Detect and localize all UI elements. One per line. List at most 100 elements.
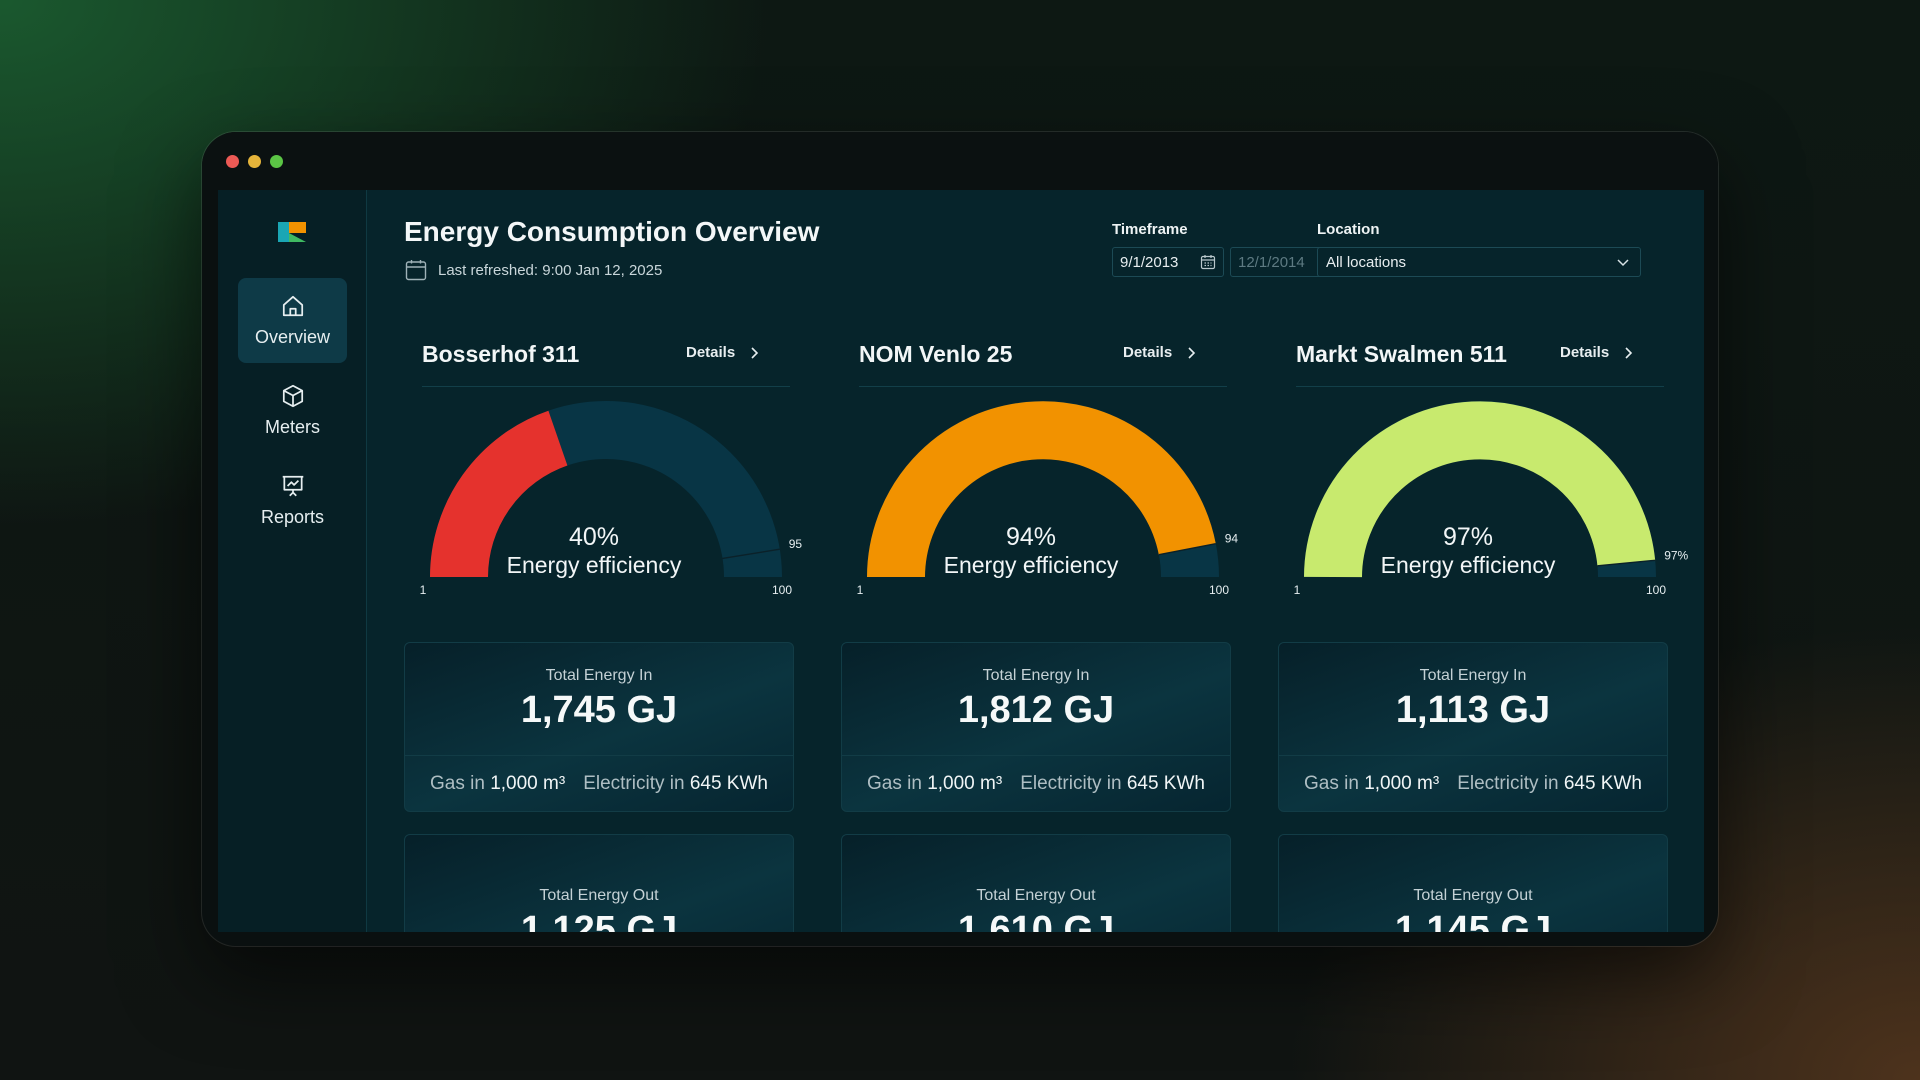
divider [842,755,1230,756]
details-label: Details [1123,344,1173,361]
building-panel: Bosserhof 311 Details 95 1 100 40% Energ… [404,190,802,932]
efficiency-gauge: 97% 1 100 [1294,401,1689,597]
energy-in-breakdown: Gas in 1,000 m³ Electricity in 645 KWh [1279,773,1667,795]
gauge-percent: 97% [1442,523,1494,551]
gauge-target-label: 94 [1225,532,1239,546]
energy-out-card: Total Energy Out 1,145 GJ [1278,834,1668,932]
cube-icon [282,384,303,408]
gas-label: Gas in [430,773,485,794]
gauge-percent: 94% [1005,523,1057,551]
electricity-value: 645 KWh [1563,773,1642,794]
energy-in-breakdown: Gas in 1,000 m³ Electricity in 645 KWh [842,773,1230,795]
energy-in-title: Total Energy In [545,667,653,684]
energy-out-card: Total Energy Out 1,125 GJ [404,834,794,932]
gas-value: 1,000 m³ [490,773,566,794]
minimize-window-button[interactable] [248,155,261,168]
gas-value: 1,000 m³ [927,773,1003,794]
app-window: Overview Meters Reports [202,132,1718,946]
location-label: Location [1317,221,1380,238]
gauge-max-label: 100 [1209,583,1229,597]
gas-value: 1,000 m³ [1364,773,1440,794]
location-value: All locations [1326,253,1407,271]
gauge-label: Energy efficiency [506,552,682,578]
gauge-target-tick [1597,559,1656,567]
gauge-target-label: 97% [1664,549,1688,563]
gauge-min-label: 1 [857,583,864,597]
divider [1296,386,1664,387]
building-name: Bosserhof 311 [422,341,580,367]
page-title: Energy Consumption Overview [404,216,820,247]
app-logo [278,222,306,242]
presentation-chart-icon [282,475,303,497]
energy-in-value: 1,113 GJ [1395,689,1551,731]
energy-out-title: Total Energy Out [976,887,1096,904]
electricity-value: 645 KWh [689,773,768,794]
efficiency-gauge: 94 1 100 [857,401,1238,597]
building-name: Markt Swalmen 511 [1296,341,1507,367]
home-icon [282,295,303,317]
gauge-target-tick [722,548,780,560]
gauge-target-tick [1158,543,1216,556]
sidebar-item-label: Meters [264,417,320,437]
energy-out-value: 1,610 GJ [957,909,1115,932]
gauge-percent: 40% [568,523,620,551]
energy-in-breakdown: Gas in 1,000 m³ Electricity in 645 KWh [405,773,793,795]
gauge-label: Energy efficiency [943,552,1119,578]
chevron-right-icon [1188,346,1196,359]
location-select[interactable]: All locations [1317,247,1641,277]
details-link[interactable]: Details [1123,344,1198,361]
divider [1279,755,1667,756]
details-label: Details [686,344,736,361]
window-titlebar [202,132,1718,190]
chevron-right-icon [751,346,759,359]
divider [422,386,790,387]
energy-out-value: 1,125 GJ [520,909,678,932]
start-date-value: 9/1/2013 [1120,253,1179,271]
energy-in-card: Total Energy In 1,812 GJ Gas in 1,000 m³… [841,642,1231,812]
details-link[interactable]: Details [1560,344,1635,361]
sidebar: Overview Meters Reports [218,190,367,932]
close-window-button[interactable] [226,155,239,168]
maximize-window-button[interactable] [270,155,283,168]
building-name: NOM Venlo 25 [859,341,1013,367]
electricity-value: 645 KWh [1126,773,1205,794]
gauge-max-label: 100 [1646,583,1666,597]
chevron-right-icon [1625,346,1633,359]
gauge-fill [1304,401,1656,578]
app-content: Overview Meters Reports [218,190,1704,932]
energy-in-card: Total Energy In 1,113 GJ Gas in 1,000 m³… [1278,642,1668,812]
main-content: Energy Consumption Overview Last refresh… [367,190,1704,932]
building-panel: NOM Venlo 25 Details 94 1 100 94% Energy… [841,190,1238,932]
electricity-label: Electricity in [1020,773,1122,794]
building-panel: Markt Swalmen 511 Details 97% 1 100 97% … [1278,190,1689,932]
energy-in-title: Total Energy In [1419,667,1527,684]
electricity-label: Electricity in [1457,773,1559,794]
gas-label: Gas in [867,773,922,794]
energy-out-card: Total Energy Out 1,610 GJ [841,834,1231,932]
sidebar-item-label: Overview [254,327,330,347]
chevron-down-icon [1617,259,1629,267]
start-date-input[interactable]: 9/1/2013 [1112,247,1224,277]
energy-in-title: Total Energy In [982,667,1090,684]
sidebar-item-reports[interactable]: Reports [238,458,347,543]
gas-label: Gas in [1304,773,1359,794]
gauge-min-label: 1 [1294,583,1301,597]
energy-in-card: Total Energy In 1,745 GJ Gas in 1,000 m³… [404,642,794,812]
energy-out-title: Total Energy Out [539,887,659,904]
details-label: Details [1560,344,1610,361]
sidebar-item-label: Reports [260,507,325,527]
last-refreshed-text: Last refreshed: 9:00 Jan 12, 2025 [438,261,663,279]
gauge-label: Energy efficiency [1380,552,1556,578]
gauge-fill [867,401,1216,578]
sidebar-item-overview[interactable]: Overview [238,278,347,363]
gauge-min-label: 1 [420,583,427,597]
electricity-label: Electricity in [583,773,685,794]
calendar-icon [405,260,427,281]
end-date-value: 12/1/2014 [1238,253,1305,271]
calendar-icon [1200,255,1216,270]
energy-out-value: 1,145 GJ [1394,909,1552,932]
sidebar-item-meters[interactable]: Meters [238,368,347,453]
details-link[interactable]: Details [686,344,761,361]
last-refreshed: Last refreshed: 9:00 Jan 12, 2025 [404,258,662,282]
timeframe-label: Timeframe [1112,221,1188,238]
